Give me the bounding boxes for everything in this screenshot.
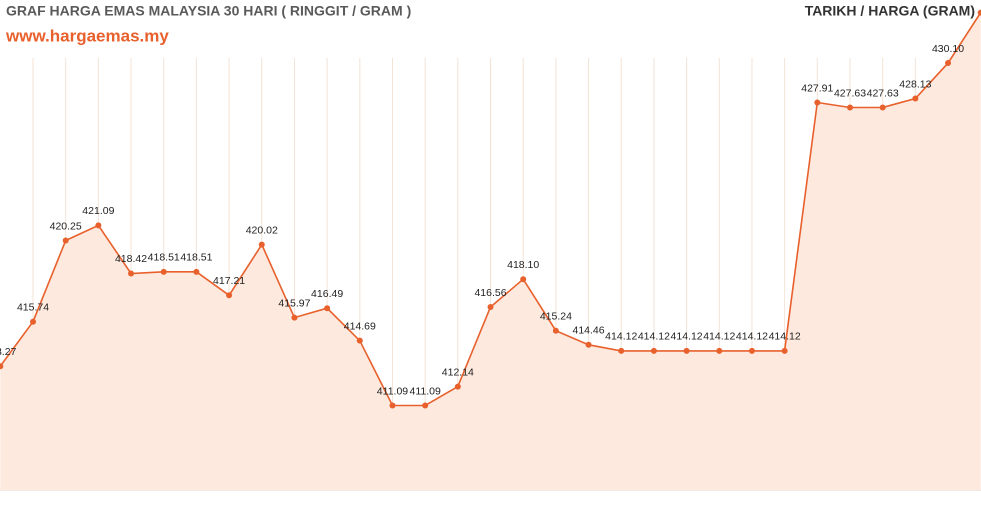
chart-title: GRAF HARGA EMAS MALAYSIA 30 HARI ( RINGG… [6, 3, 411, 19]
point [814, 99, 821, 106]
value-label: 418.42 [115, 253, 147, 265]
point [226, 292, 233, 299]
point [487, 303, 494, 310]
value-label: 411.09 [377, 385, 408, 397]
point [977, 9, 981, 16]
value-label: 415.24 [540, 311, 572, 323]
point [683, 347, 690, 354]
point [30, 318, 36, 325]
value-label: 428.13 [899, 78, 931, 90]
value-label: 411.09 [409, 385, 440, 397]
point [781, 347, 788, 354]
value-label: 413.27 [0, 346, 17, 358]
value-label: 414.69 [344, 320, 376, 332]
value-label: 418.10 [507, 259, 539, 271]
value-label: 415.97 [278, 297, 310, 309]
point [748, 347, 755, 354]
point [618, 347, 625, 354]
value-label: 430.10 [932, 43, 964, 55]
point [160, 268, 167, 275]
point [650, 347, 657, 354]
value-label: 414.12 [769, 331, 801, 343]
point [716, 347, 723, 354]
point [585, 341, 592, 348]
value-label: 427.63 [867, 87, 899, 99]
point [945, 60, 952, 67]
point [520, 276, 527, 283]
point [95, 222, 102, 229]
point [879, 104, 886, 111]
value-label: 421.09 [82, 205, 114, 217]
value-label: 427.91 [801, 82, 833, 94]
point [62, 237, 69, 244]
point [291, 314, 298, 321]
value-label: 415.74 [17, 302, 49, 314]
value-label: 418.51 [180, 252, 212, 264]
point [454, 383, 461, 390]
value-label: 420.25 [50, 220, 82, 232]
area [0, 12, 981, 490]
value-label: 414.46 [572, 325, 604, 337]
point [0, 363, 4, 370]
value-label: 414.12 [703, 331, 735, 343]
value-label: 416.49 [311, 288, 343, 300]
value-label: 414.12 [736, 331, 768, 343]
value-label: 414.12 [638, 331, 670, 343]
point [552, 327, 559, 334]
point [389, 402, 396, 409]
value-label: 417.21 [213, 275, 245, 287]
point [128, 270, 135, 277]
value-label: 414.12 [605, 331, 637, 343]
value-label: 412.14 [442, 366, 474, 378]
value-label: 418.51 [148, 252, 180, 264]
point [356, 337, 363, 344]
point [324, 305, 331, 312]
point [258, 241, 265, 248]
point [847, 104, 853, 111]
point [422, 402, 429, 409]
point [193, 268, 200, 275]
point [912, 95, 919, 102]
chart-subtitle: www.hargaemas.my [5, 26, 169, 45]
legend-label: TARIKH / HARGA (GRAM) [805, 3, 975, 19]
value-label: 420.02 [246, 224, 278, 236]
value-label: 427.63 [834, 87, 866, 99]
value-label: 416.56 [474, 287, 506, 299]
value-label: 414.12 [671, 331, 703, 343]
